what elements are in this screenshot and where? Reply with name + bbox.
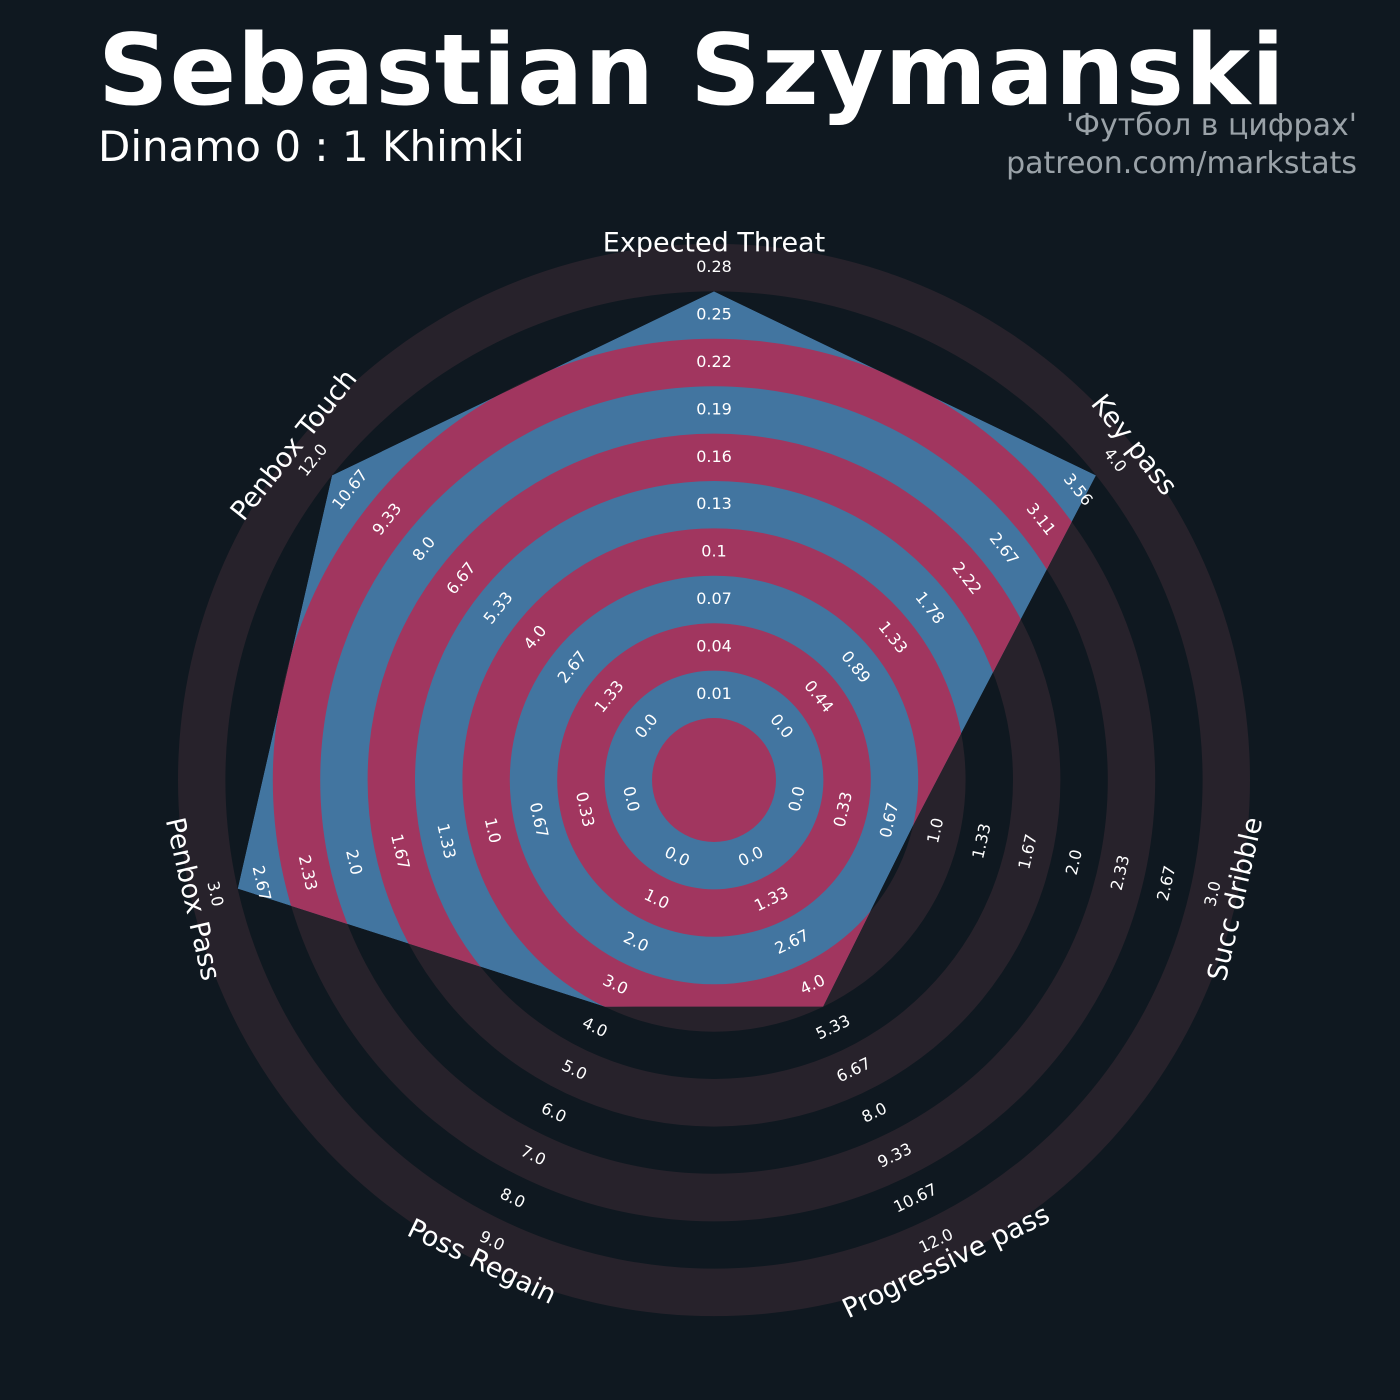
match-score-subtitle: Dinamo 0 : 1 Khimki bbox=[98, 122, 525, 171]
tick-label: 2.67 bbox=[1153, 864, 1179, 903]
player-center-disc bbox=[652, 718, 776, 842]
tick-label: 1.33 bbox=[968, 822, 994, 861]
tick-label: 0.1 bbox=[701, 542, 726, 561]
tick-label: 5.33 bbox=[813, 1011, 853, 1044]
tick-label: 0.25 bbox=[696, 305, 732, 324]
tick-label: 0.28 bbox=[696, 257, 732, 276]
tick-label: 0.19 bbox=[696, 399, 732, 418]
tick-label: 10.67 bbox=[891, 1180, 941, 1217]
parameter-label: Expected Threat bbox=[603, 228, 825, 259]
tick-label: 4.0 bbox=[579, 1013, 610, 1041]
credit-link-text[interactable]: patreon.com/markstats bbox=[1006, 146, 1357, 181]
tick-label: 0.16 bbox=[696, 447, 732, 466]
player-ring-band bbox=[557, 623, 871, 937]
tick-label: 0.13 bbox=[696, 494, 732, 513]
tick-label: 0.22 bbox=[696, 352, 732, 371]
tick-label: 8.0 bbox=[859, 1098, 890, 1126]
tick-label: 0.07 bbox=[696, 589, 732, 608]
credit-source-text: 'Футбол в цифрах' bbox=[1065, 108, 1357, 143]
player-area bbox=[237, 291, 1096, 1007]
tick-label: 0.04 bbox=[696, 636, 732, 655]
player-name-title: Sebastian Szymanski bbox=[98, 14, 1286, 128]
tick-label: 6.0 bbox=[538, 1098, 569, 1126]
tick-label: 2.0 bbox=[1062, 848, 1086, 877]
tick-label: 0.01 bbox=[696, 684, 732, 703]
tick-label: 8.0 bbox=[497, 1184, 528, 1212]
